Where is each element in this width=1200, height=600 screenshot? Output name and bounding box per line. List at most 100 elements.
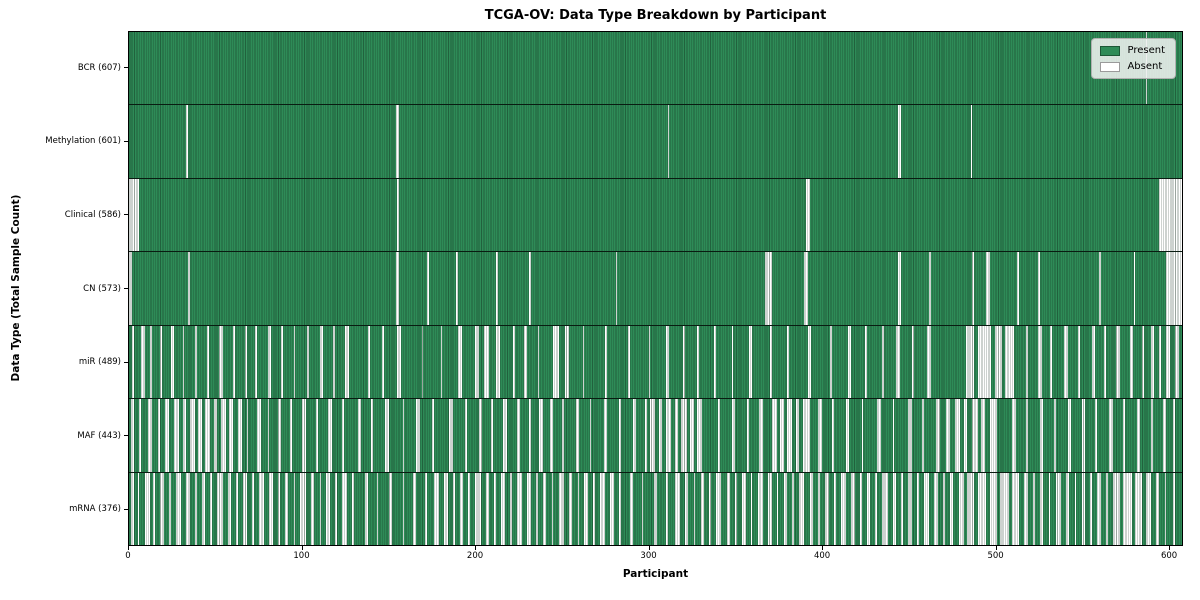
absent-stripe	[989, 399, 997, 472]
absent-stripe	[468, 472, 471, 545]
absent-stripe	[456, 252, 459, 325]
absent-stripe	[1050, 325, 1053, 399]
absent-stripe	[395, 252, 400, 325]
absent-stripe	[809, 472, 814, 545]
absent-stripe	[648, 325, 651, 399]
absent-stripe	[972, 399, 978, 472]
absent-stripe	[693, 472, 696, 545]
absent-stripe	[584, 472, 588, 545]
absent-stripe	[494, 472, 497, 545]
absent-stripe	[345, 325, 349, 399]
absent-stripe	[206, 325, 209, 399]
x-tick-mark	[301, 546, 303, 550]
absent-stripe	[364, 472, 368, 545]
absent-stripe	[175, 472, 181, 545]
absent-stripe	[267, 325, 271, 399]
absent-stripe	[747, 399, 749, 472]
absent-stripe	[922, 399, 924, 472]
absent-stripe	[342, 472, 348, 545]
y-tick-mark	[124, 67, 128, 69]
absent-stripe	[153, 472, 155, 545]
absent-stripe	[551, 472, 554, 545]
absent-stripe	[994, 325, 1002, 399]
absent-stripe	[284, 472, 289, 545]
absent-stripe	[368, 325, 370, 399]
absent-stripe	[818, 472, 821, 545]
absent-stripe	[1033, 472, 1035, 545]
absent-stripe	[1017, 252, 1020, 325]
absent-stripe	[965, 325, 975, 399]
absent-stripe	[1097, 472, 1101, 545]
absent-stripe	[716, 472, 722, 545]
absent-stripe	[542, 472, 547, 545]
absent-stripe	[236, 472, 239, 545]
absent-stripe	[516, 399, 521, 472]
absent-stripe	[892, 472, 897, 545]
heatmap-row-maf	[129, 399, 1182, 473]
absent-stripe	[942, 472, 945, 545]
absent-stripe	[246, 399, 249, 472]
absent-stripe	[227, 472, 232, 545]
absent-stripe	[641, 472, 644, 545]
absent-stripe	[681, 399, 687, 472]
absent-stripe	[575, 399, 580, 472]
absent-stripe	[1005, 325, 1014, 399]
absent-stripe	[1173, 472, 1176, 545]
absent-stripe	[335, 472, 337, 545]
absent-stripe	[735, 472, 737, 545]
y-tick-label-mir: miR (489)	[78, 357, 121, 368]
absent-stripe	[388, 472, 393, 545]
absent-stripe	[1081, 472, 1085, 545]
absent-stripe	[603, 399, 607, 472]
absent-stripe	[194, 325, 197, 399]
x-tick-label-200: 200	[466, 551, 484, 561]
absent-stripe	[1150, 399, 1153, 472]
absent-stripe	[397, 325, 401, 399]
absent-stripe	[972, 252, 975, 325]
x-tick-label-0: 0	[125, 551, 131, 561]
absent-stripe	[245, 325, 247, 399]
absent-stripe	[629, 472, 633, 545]
absent-stripe	[1166, 252, 1182, 325]
absent-stripe	[1091, 325, 1096, 399]
absent-stripe	[1078, 325, 1080, 399]
absent-stripe	[847, 325, 852, 399]
absent-stripe	[182, 399, 187, 472]
absent-stripe	[908, 472, 912, 545]
absent-stripe	[875, 472, 878, 545]
absent-stripe	[1156, 472, 1160, 545]
absent-stripe	[342, 399, 344, 472]
absent-stripe	[174, 399, 180, 472]
absent-stripe	[302, 399, 306, 472]
absent-stripe	[257, 399, 261, 472]
y-tick-label-mrna: mRNA (376)	[69, 504, 121, 515]
absent-stripe	[186, 472, 190, 545]
absent-stripe	[310, 472, 315, 545]
x-tick-label-400: 400	[813, 551, 831, 561]
absent-stripe	[1159, 178, 1182, 252]
absent-stripe	[619, 472, 621, 545]
x-tick-mark	[475, 546, 477, 550]
heatmap-row-bcr	[129, 32, 1182, 106]
absent-stripe	[1104, 325, 1106, 399]
absent-stripe	[426, 252, 429, 325]
absent-stripe	[946, 399, 950, 472]
legend: Present Absent	[1091, 38, 1176, 79]
absent-stripe	[769, 325, 772, 399]
absent-stripe	[627, 325, 630, 399]
absent-stripe	[529, 399, 531, 472]
absent-stripe	[402, 472, 405, 545]
absent-stripe	[1175, 325, 1179, 399]
absent-stripe	[731, 325, 734, 399]
absent-stripe	[825, 472, 829, 545]
absent-stripe	[795, 399, 800, 472]
absent-stripe	[697, 399, 703, 472]
absent-stripe	[182, 325, 185, 399]
absent-stripe	[170, 325, 175, 399]
absent-stripe	[742, 472, 746, 545]
absent-stripe	[1116, 325, 1120, 399]
absent-stripe	[144, 472, 150, 545]
heatmap-row-mir	[129, 325, 1182, 400]
absent-stripe	[683, 325, 685, 399]
absent-stripe	[658, 399, 663, 472]
